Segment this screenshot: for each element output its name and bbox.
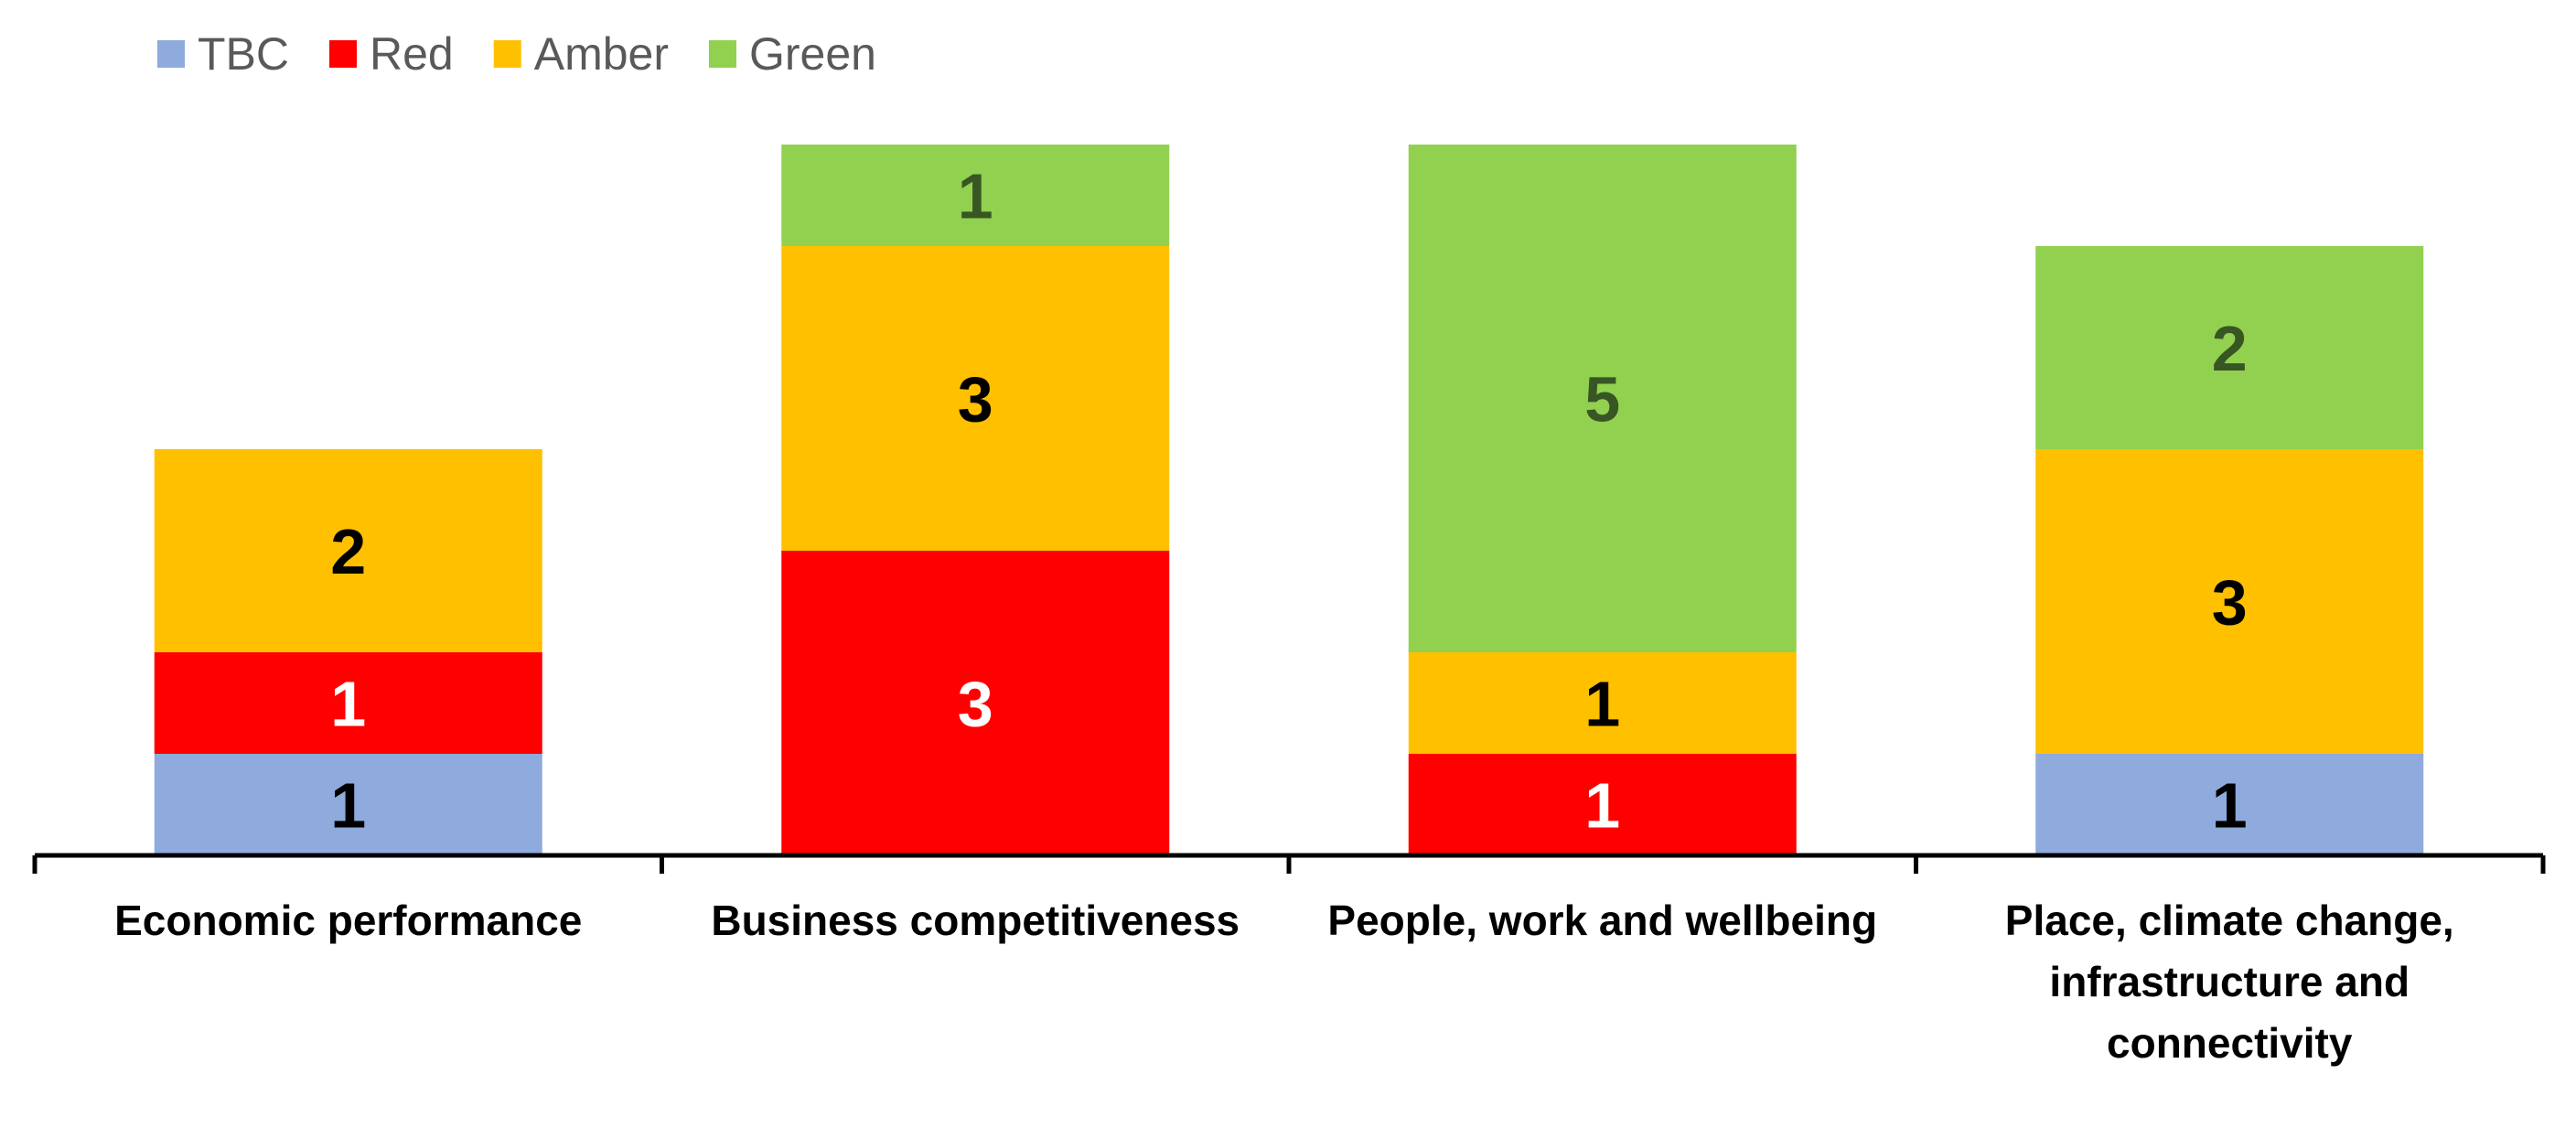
data-label-tbc: 1 [2212, 770, 2248, 842]
data-label-red: 1 [330, 669, 366, 740]
data-label-amber: 1 [1584, 669, 1620, 740]
data-label-amber: 2 [330, 516, 366, 587]
category-label: connectivity [2107, 1019, 2353, 1067]
bar-segment-green [1408, 145, 1797, 652]
category-label: infrastructure and [2049, 958, 2410, 1005]
data-label-red: 1 [1584, 770, 1620, 842]
legend: TBC Red Amber Green [157, 28, 876, 80]
category-label: Economic performance [114, 897, 582, 944]
legend-swatch-tbc [157, 40, 185, 68]
bar-segment-amber [154, 449, 542, 652]
bar-segment-green [2035, 246, 2424, 449]
legend-label-red: Red [370, 28, 454, 80]
bar-segment-amber [2035, 449, 2424, 754]
x-axis [32, 853, 2546, 874]
category-label: People, work and wellbeing [1327, 897, 1877, 944]
data-label-red: 3 [958, 669, 993, 740]
bar-segment-tbc [154, 754, 542, 855]
data-label-green: 2 [2212, 313, 2248, 384]
bar-segment-amber [781, 246, 1170, 551]
plot-area: 1 1 2 3 3 1 1 1 5 1 3 2 [154, 145, 2424, 855]
legend-swatch-amber [493, 40, 521, 68]
data-label-amber: 3 [958, 364, 993, 435]
legend-label-amber: Amber [534, 28, 669, 80]
legend-swatch-green [709, 40, 736, 68]
bar-segment-red [781, 551, 1170, 855]
bar-segment-green [781, 145, 1170, 246]
data-label-green: 5 [1584, 364, 1620, 435]
data-label-tbc: 1 [330, 770, 366, 842]
category-labels: Economic performance Business competitive… [114, 897, 2454, 1067]
legend-label-green: Green [749, 28, 876, 80]
legend-label-tbc: TBC [198, 28, 289, 80]
category-label: Business competitiveness [711, 897, 1240, 944]
bar-segment-red [1408, 754, 1797, 855]
data-label-green: 1 [958, 161, 993, 232]
bar-segment-tbc [2035, 754, 2424, 855]
data-label-amber: 3 [2212, 567, 2248, 639]
bar-segment-red [154, 652, 542, 754]
bar-segment-amber [1408, 652, 1797, 754]
legend-swatch-red [329, 40, 357, 68]
category-label: Place, climate change, [2005, 897, 2454, 944]
